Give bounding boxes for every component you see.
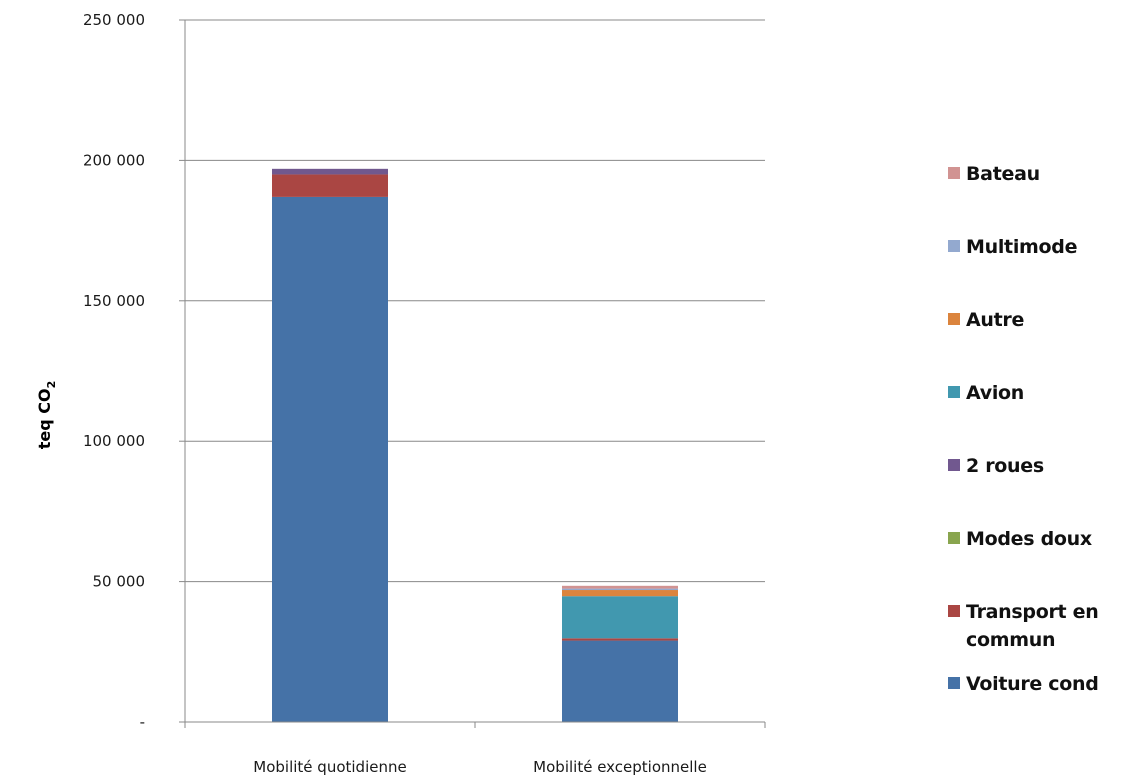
bar-segment [562,596,678,639]
legend-item: Modes doux [948,525,1126,553]
legend-label: Transport en commun [966,601,1099,651]
legend-label: Avion [966,382,1025,404]
bar-segment [272,174,388,197]
y-tick-label: 250 000 [83,11,145,29]
legend-swatch [948,677,960,689]
legend-item: Autre [948,306,1126,334]
legend-label: Multimode [966,236,1078,258]
legend-item: Voiture cond [948,670,1126,698]
y-tick-label: 200 000 [83,151,145,169]
bar-segment [562,590,678,597]
legend-label: Autre [966,309,1025,331]
legend-swatch [948,386,960,398]
bar-segment [562,640,678,722]
legend-item: Transport en commun [948,598,1126,654]
legend-label: 2 roues [966,455,1044,477]
legend-item: Multimode [948,233,1126,261]
axes [179,19,766,728]
legend-swatch [948,459,960,471]
bars [272,168,678,723]
y-axis-label-main: teq CO [35,388,54,449]
y-axis-label-subscript: 2 [45,381,58,389]
bar-segment [562,588,678,591]
legend-item: Bateau [948,160,1126,188]
y-tick-label: 100 000 [83,432,145,450]
y-tick-label: 50 000 [93,573,146,591]
legend-swatch [948,167,960,179]
legend-swatch [948,313,960,325]
legend-label: Modes doux [966,528,1092,550]
bar-segment [562,638,678,641]
x-category-label: Mobilité quotidienne [253,758,406,776]
legend-item: 2 roues [948,452,1126,480]
legend-label: Bateau [966,163,1040,185]
legend-item: Avion [948,379,1126,407]
bar-segment [272,168,388,175]
bar-segment [272,196,388,723]
legend-swatch [948,532,960,544]
y-tick-label: - [140,713,145,731]
x-category-labels: Mobilité quotidienne Mobilité exceptionne… [253,758,707,776]
x-category-label: Mobilité exceptionnelle [533,758,707,776]
legend-swatch [948,240,960,252]
bar-segment [562,585,678,589]
y-tick-labels: - 50 000 100 000 150 000 200 000 250 000 [83,11,145,731]
legend-swatch [948,605,960,617]
legend-label: Voiture cond [966,673,1099,695]
y-tick-label: 150 000 [83,292,145,310]
y-axis-label: teq CO2 [35,381,58,450]
